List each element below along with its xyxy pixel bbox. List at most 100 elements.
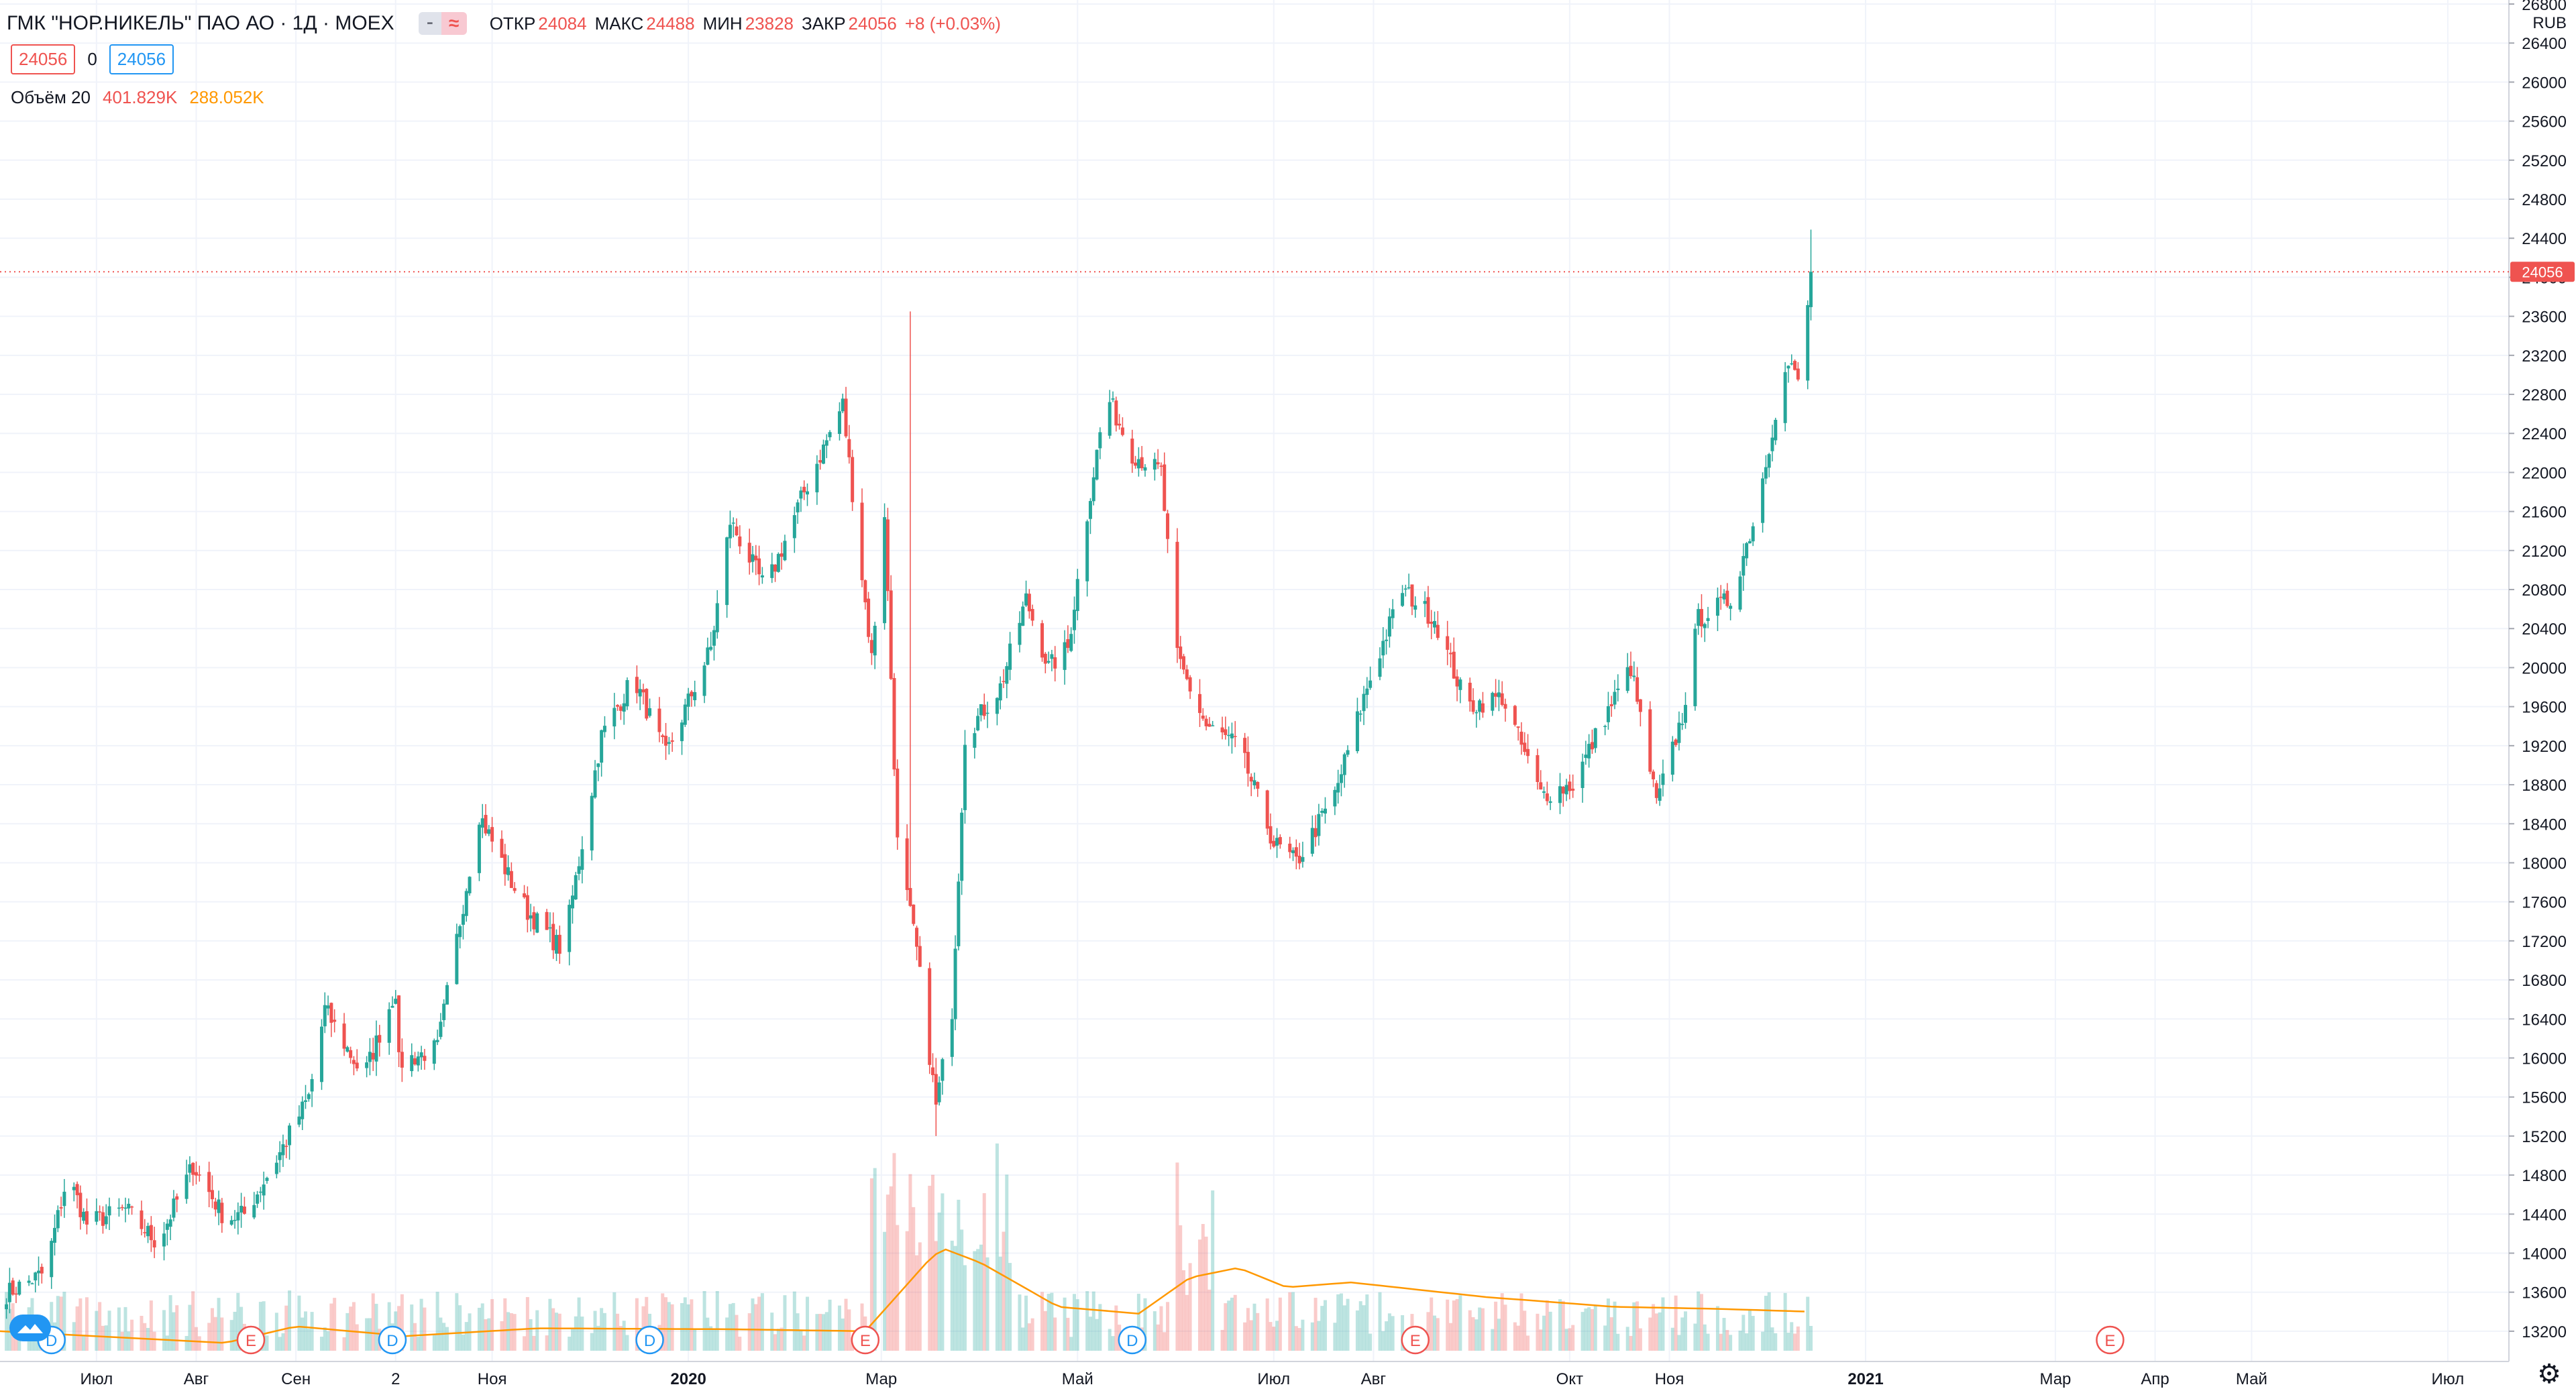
candle-body (783, 541, 787, 561)
candle-body (747, 543, 751, 563)
volume-bar (757, 1296, 761, 1351)
candle-body (1790, 363, 1794, 365)
candle-body (815, 463, 819, 493)
dividend-marker[interactable]: D (635, 1325, 664, 1355)
candle-body (435, 1040, 439, 1042)
y-tick-label: 25600 (2522, 113, 2567, 131)
volume-bar (1715, 1306, 1719, 1351)
y-axis-labels: 13200 13600 14000 14400 14800 15200 15600 16000… (2509, 0, 2567, 1341)
volume-bar (319, 1337, 323, 1351)
volume-bar (941, 1193, 945, 1351)
volume-bar (728, 1304, 732, 1351)
volume-bar (1680, 1317, 1684, 1351)
volume-bar (957, 1199, 961, 1351)
candle-body (1648, 709, 1652, 772)
candle-body (1635, 677, 1640, 702)
candle-body (828, 432, 832, 437)
sell-price-box[interactable]: 24056 (11, 44, 76, 74)
last-price-label: 24056 (2522, 264, 2563, 280)
event-label: D (386, 1332, 398, 1350)
candle-body (1130, 438, 1134, 464)
candle-body (1677, 722, 1681, 743)
candle-body (284, 1146, 288, 1148)
x-tick-label: Май (2236, 1370, 2267, 1388)
candle-body (394, 999, 398, 1004)
candle-body (1652, 771, 1656, 779)
volume-bar (1002, 1231, 1006, 1351)
candle-body (1613, 691, 1617, 705)
candle-body (1230, 733, 1234, 738)
volume-bar (258, 1302, 262, 1351)
candle-body (1684, 705, 1688, 723)
candle-body (207, 1172, 211, 1192)
volume-bar (1561, 1300, 1565, 1351)
volume-bar (661, 1293, 665, 1351)
candle-body (950, 1019, 954, 1057)
volume-bar (1761, 1331, 1765, 1351)
candle-body (937, 1082, 941, 1103)
dividend-marker[interactable]: D (1118, 1325, 1147, 1355)
y-tick-label: 26400 (2522, 35, 2567, 53)
candle-body (883, 517, 887, 624)
candle-body (236, 1212, 240, 1221)
candle-body (1661, 773, 1665, 785)
chart-style-toggle[interactable]: ⁃ ≈ (418, 11, 467, 36)
x-tick-label: Июл (80, 1370, 113, 1388)
volume-bar (368, 1318, 372, 1351)
candle-body (487, 829, 491, 834)
y-tick-label: 16400 (2522, 1011, 2567, 1029)
candle-body (468, 877, 472, 893)
event-circle (2096, 1325, 2125, 1355)
volume-bar (1342, 1305, 1346, 1351)
volume-bar (500, 1321, 504, 1351)
candle-body (690, 691, 694, 697)
volume-bar (175, 1305, 179, 1351)
volume-bar (95, 1310, 99, 1351)
candle-body (368, 1052, 372, 1062)
candle-body (982, 704, 986, 716)
candle-body (30, 1283, 34, 1284)
volume-bar (715, 1291, 719, 1351)
candle-body (960, 812, 964, 881)
volume-bar (1269, 1322, 1273, 1351)
logo-icon[interactable] (9, 1315, 51, 1341)
volume-bar (188, 1304, 192, 1351)
y-tick-label: 16800 (2522, 972, 2567, 990)
hide-icon[interactable]: ⁃ (418, 12, 441, 35)
volume-bar (928, 1186, 932, 1351)
candle-body (1590, 742, 1594, 750)
candle-body (1542, 791, 1546, 793)
symbol-title[interactable]: ГМК "НОР.НИКЕЛЬ" ПАО АО · 1Д · MOEX (7, 12, 394, 34)
volume-bar (1166, 1302, 1170, 1351)
candle-body (1561, 787, 1565, 794)
gear-icon[interactable]: ⚙ (2537, 1359, 2561, 1389)
earnings-marker[interactable]: E (2096, 1325, 2125, 1355)
dividend-marker[interactable]: D (378, 1325, 407, 1355)
volume-bar (873, 1168, 877, 1351)
candle-body (1265, 790, 1269, 829)
volume-bar (1233, 1294, 1237, 1351)
volume-bar (233, 1311, 237, 1351)
volume-bar (1545, 1300, 1549, 1351)
volume-bar (1542, 1315, 1546, 1351)
candle-body (1519, 731, 1523, 745)
volume-legend[interactable]: Объём 20 401.829K 288.052K (11, 87, 264, 108)
volume-bar (982, 1193, 986, 1351)
candle-body (37, 1270, 41, 1274)
volume-bar (1368, 1333, 1373, 1351)
earnings-marker[interactable]: E (1401, 1325, 1430, 1355)
candle-body (612, 708, 616, 727)
earnings-marker[interactable]: E (236, 1325, 266, 1355)
compare-icon[interactable]: ≈ (441, 12, 467, 35)
candle-body (75, 1184, 79, 1196)
candle-body (432, 1040, 436, 1064)
buy-price-box[interactable]: 24056 (109, 44, 174, 74)
candle-body (941, 1059, 945, 1081)
candle-body (657, 708, 661, 732)
volume-bar (937, 1212, 941, 1351)
earnings-marker[interactable]: E (851, 1325, 880, 1355)
volume-bar (1751, 1316, 1755, 1351)
candle-body (1233, 736, 1237, 737)
volume-bar (837, 1305, 841, 1351)
